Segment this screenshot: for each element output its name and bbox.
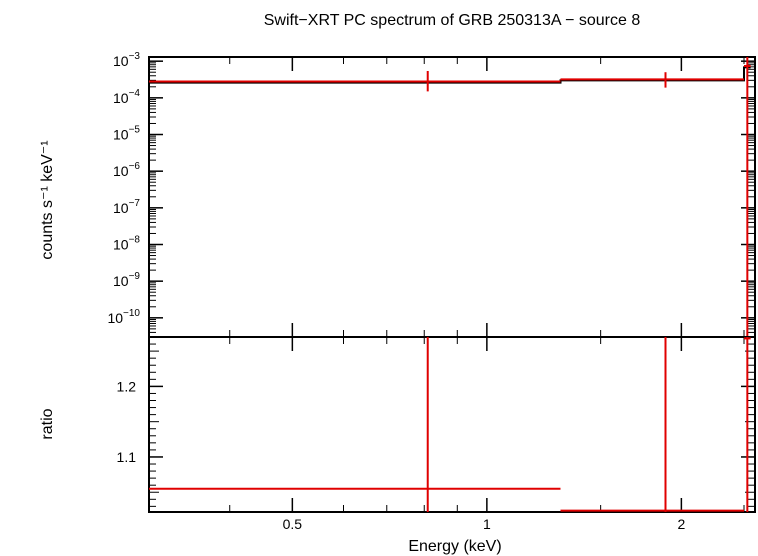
bottom-panel-ticks bbox=[149, 337, 755, 512]
chart-title: Swift−XRT PC spectrum of GRB 250313A − s… bbox=[264, 12, 641, 29]
y-tick-label: 10−6 bbox=[113, 161, 140, 179]
y-tick-label: 10−4 bbox=[113, 88, 140, 106]
y-tick-label-exponent: −6 bbox=[129, 161, 141, 172]
model-steps bbox=[149, 66, 751, 84]
x-tick-label: 1 bbox=[483, 516, 491, 532]
y-tick-label-mantissa: 10 bbox=[107, 310, 123, 326]
top-y-axis-label: counts s⁻¹ keV⁻¹ bbox=[39, 140, 56, 259]
y-tick-label-mantissa: 10 bbox=[113, 200, 129, 216]
bottom-panel-frame bbox=[148, 336, 756, 513]
model-step-line bbox=[149, 66, 751, 84]
top-panel: 10−310−410−510−610−710−810−910−10 counts… bbox=[39, 51, 756, 338]
y-tick-label-mantissa: 10 bbox=[113, 237, 129, 253]
y-tick-label: 1.1 bbox=[117, 449, 137, 465]
x-axis-label: Energy (keV) bbox=[408, 538, 501, 555]
y-tick-label-exponent: −3 bbox=[129, 51, 141, 62]
y-tick-label: 10−3 bbox=[113, 51, 140, 69]
bottom-y-axis-label: ratio bbox=[39, 408, 56, 439]
bottom-panel-y-tick-labels: 1.1 1.2 bbox=[117, 378, 137, 465]
y-tick-label-mantissa: 10 bbox=[113, 53, 129, 69]
y-tick-label-mantissa: 10 bbox=[113, 90, 129, 106]
y-tick-label: 1.2 bbox=[117, 378, 137, 394]
y-tick-label: 10−7 bbox=[113, 198, 140, 216]
y-tick-label-exponent: −5 bbox=[129, 125, 141, 136]
x-tick-labels: 0.5 1 2 bbox=[283, 516, 686, 532]
top-panel-ticks bbox=[149, 57, 755, 338]
y-tick-label: 10−10 bbox=[107, 308, 140, 326]
ratio-points bbox=[149, 337, 751, 512]
bottom-panel: 1.1 1.2 0.5 1 2 ratio Energy (keV) bbox=[39, 336, 756, 555]
y-tick-label-exponent: −7 bbox=[129, 198, 141, 209]
y-tick-label: 10−5 bbox=[113, 125, 140, 143]
top-panel-frame bbox=[148, 56, 756, 338]
data-points bbox=[149, 57, 751, 337]
y-tick-label-exponent: −9 bbox=[129, 271, 141, 282]
y-tick-label-exponent: −4 bbox=[129, 88, 141, 99]
y-tick-label-exponent: −10 bbox=[123, 308, 140, 319]
y-tick-label: 10−8 bbox=[113, 235, 140, 253]
y-tick-label-mantissa: 10 bbox=[113, 127, 129, 143]
y-tick-label-mantissa: 10 bbox=[113, 163, 129, 179]
x-tick-label: 2 bbox=[677, 516, 685, 532]
top-panel-y-tick-labels: 10−310−410−510−610−710−810−910−10 bbox=[107, 51, 140, 326]
y-tick-label-exponent: −8 bbox=[129, 235, 141, 246]
y-tick-label: 10−9 bbox=[113, 271, 140, 289]
x-tick-label: 0.5 bbox=[283, 516, 303, 532]
y-tick-label-mantissa: 10 bbox=[113, 273, 129, 289]
